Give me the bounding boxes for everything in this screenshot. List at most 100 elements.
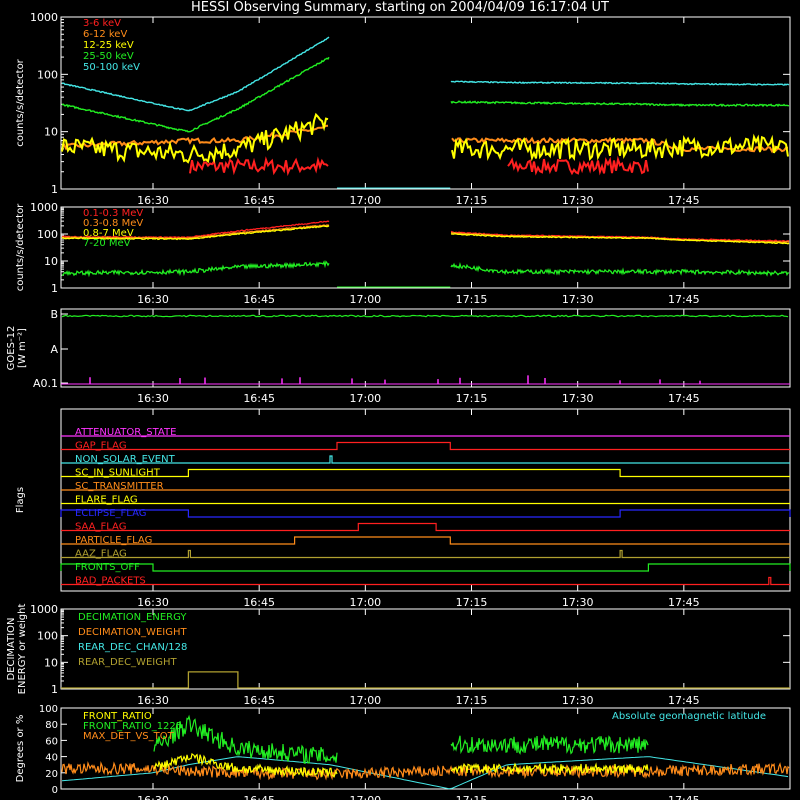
- y-axis-label: Flags: [15, 487, 26, 513]
- x-tick-label: 17:00: [349, 694, 381, 707]
- legend-entry: 12-25 keV: [83, 40, 134, 51]
- series-line-FRONT_RATIO_1225: [153, 714, 649, 765]
- y-tick-label: 1000: [30, 11, 58, 24]
- x-tick-label: 16:45: [243, 293, 275, 306]
- y-tick-label: 1000: [30, 603, 58, 616]
- x-tick-label: 17:45: [668, 293, 700, 306]
- panel-frame-goes: [60, 308, 791, 388]
- y-tick-label: 1: [51, 282, 58, 295]
- x-tick-label: 16:45: [243, 694, 275, 707]
- y-tick-label: 1: [51, 683, 58, 696]
- x-tick-label: 17:45: [668, 194, 700, 207]
- x-tick-label: 17:45: [668, 694, 700, 707]
- x-tick-label: 17:15: [456, 392, 488, 405]
- y-tick-label: 1000: [30, 201, 58, 214]
- y-tick-label: 100: [37, 228, 58, 241]
- y-tick-label: 100: [37, 68, 58, 81]
- x-tick-label: 17:00: [349, 596, 381, 609]
- x-tick-label: 17:15: [456, 794, 488, 800]
- flag-label: ECLIPSE_FLAG: [75, 508, 146, 519]
- y-tick-label: 10: [44, 126, 58, 139]
- flag-label: NON_SOLAR_EVENT: [75, 454, 176, 465]
- series-line-25-50-keV: [61, 56, 789, 133]
- flag-label: BAD_PACKETS: [75, 576, 146, 587]
- flag-label: SC_TRANSMITTER: [75, 481, 164, 492]
- series-line-50-100-keV: [61, 36, 790, 112]
- x-tick-label: 16:30: [137, 194, 169, 207]
- x-tick-label: 17:00: [349, 293, 381, 306]
- flag-label: FLARE_FLAG: [75, 495, 138, 506]
- x-tick-label: 17:45: [668, 392, 700, 405]
- panel-frame-flags: [60, 408, 791, 592]
- legend-entry: 0.1-0.3 MeV: [83, 208, 143, 219]
- legend-entry: 25-50 keV: [83, 51, 134, 62]
- flag-line-ECLIPSE_FLAG: [60, 509, 791, 518]
- y-tick-label: 10: [44, 255, 58, 268]
- flag-label: FRONTS_OFF: [75, 562, 140, 573]
- flag-label: PARTICLE_FLAG: [75, 535, 152, 546]
- y-axis-label: ENERGY or weight: [17, 604, 28, 695]
- series-line-FRONT_RATIO: [153, 752, 649, 779]
- legend-entry: Absolute geomagnetic latitude: [612, 711, 766, 722]
- series-line-MAX_DET_VS_TOT: [61, 761, 790, 781]
- x-tick-label: 17:15: [456, 694, 488, 707]
- flag-label: SAA_FLAG: [75, 522, 126, 533]
- flag-line-SAA_FLAG: [61, 522, 790, 532]
- legend-entry: MAX_DET_VS_TOT: [83, 731, 175, 742]
- x-tick-label: 17:00: [349, 194, 381, 207]
- flag-label: SC_IN_SUNLIGHT: [75, 468, 161, 479]
- y-axis-label: Degrees or %: [15, 715, 26, 783]
- x-tick-label: 16:45: [243, 794, 275, 800]
- x-tick-label: 16:30: [137, 794, 169, 800]
- y-axis-label: DECIMATION: [6, 617, 17, 680]
- series-line-12-25-keV: [61, 112, 789, 164]
- flag-label: AAZ_FLAG: [75, 549, 127, 560]
- y-tick-label: A0.1: [33, 377, 58, 390]
- y-axis-label: GOES-12: [6, 326, 17, 371]
- x-tick-label: 17:15: [456, 596, 488, 609]
- x-tick-label: 17:30: [562, 596, 594, 609]
- x-tick-label: 16:30: [137, 596, 169, 609]
- legend-entry: 0.8-7 MeV: [83, 228, 134, 239]
- flag-line-SC_IN_SUNLIGHT: [61, 468, 790, 478]
- y-tick-label: 80: [45, 720, 58, 731]
- y-axis-label: counts/s/detector: [15, 203, 26, 291]
- legend-entry: DECIMATION_WEIGHT: [78, 627, 187, 638]
- y-axis-label: counts/s/detector: [15, 58, 26, 146]
- x-tick-label: 16:45: [243, 596, 275, 609]
- series-line-7-20-MeV: [61, 260, 790, 278]
- legend-entry: 7-20 MeV: [83, 238, 131, 249]
- x-tick-label: 16:30: [137, 694, 169, 707]
- y-tick-label: 40: [45, 753, 58, 764]
- series-line-REAR_DEC_WEIGHT: [61, 671, 790, 689]
- flag-line-FRONTS_OFF: [60, 563, 791, 572]
- y-tick-label: 100: [39, 704, 58, 715]
- page-title: HESSI Observing Summary, starting on 200…: [191, 0, 609, 15]
- y-tick-label: 20: [45, 769, 58, 780]
- y-tick-label: B: [50, 308, 58, 321]
- flag-line-GAP_FLAG: [61, 441, 790, 451]
- legend-entry: FRONT_RATIO_1225: [83, 721, 182, 732]
- legend-entry: REAR_DEC_CHAN/128: [78, 642, 187, 653]
- flag-line-PARTICLE_FLAG: [61, 536, 790, 545]
- y-tick-label: 1: [51, 183, 58, 196]
- x-tick-label: 17:15: [456, 293, 488, 306]
- legend-entry: DECIMATION_ENERGY: [78, 612, 187, 623]
- goes-long-channel-line: [61, 314, 789, 318]
- legend-entry: 3-6 keV: [83, 18, 121, 29]
- x-tick-label: 16:45: [243, 392, 275, 405]
- flag-line-BAD_PACKETS: [61, 576, 790, 586]
- legend-entry: 50-100 keV: [83, 62, 140, 73]
- y-tick-label: 60: [45, 736, 58, 747]
- legend-entry: 6-12 keV: [83, 29, 127, 40]
- x-tick-label: 17:30: [562, 293, 594, 306]
- x-tick-label: 16:30: [137, 392, 169, 405]
- series-line-3-6-keV: [189, 155, 649, 177]
- legend-entry: REAR_DEC_WEIGHT: [78, 657, 177, 668]
- panel-frame-ratios: [60, 707, 791, 790]
- x-tick-label: 17:30: [562, 694, 594, 707]
- x-tick-label: 17:30: [562, 794, 594, 800]
- y-tick-label: A: [50, 343, 58, 356]
- y-axis-label: [W m⁻²]: [17, 328, 28, 368]
